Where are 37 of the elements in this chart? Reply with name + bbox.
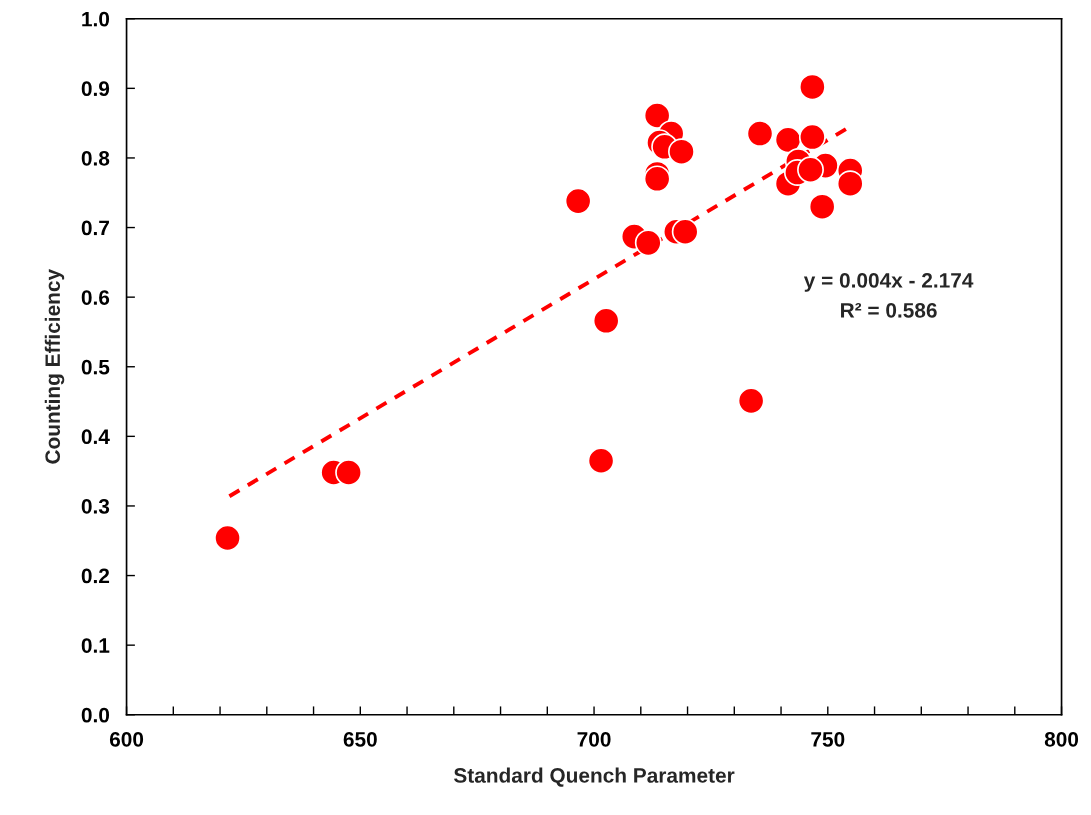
point	[836, 170, 864, 198]
x-axis-title: Standard Quench Parameter	[453, 767, 735, 787]
point	[564, 187, 592, 215]
y-tick-label: 0.4	[81, 429, 110, 445]
point	[774, 126, 802, 154]
point	[643, 165, 671, 193]
point	[737, 387, 765, 415]
point	[214, 524, 241, 552]
y-tick-label: 0.2	[81, 568, 110, 584]
point	[746, 120, 774, 148]
x-tick-label: 800	[1044, 731, 1079, 747]
point	[671, 218, 699, 246]
x-tick-label: 700	[577, 731, 611, 747]
annotation: y = 0.004x - 2.174 R² = 0.586	[803, 272, 974, 318]
x-tick-label: 650	[343, 731, 377, 747]
point	[797, 156, 824, 184]
point	[592, 307, 620, 335]
point	[668, 138, 695, 166]
point	[808, 193, 836, 221]
point	[798, 123, 826, 151]
x-tick-label: 600	[109, 731, 144, 747]
y-tick-label: 0.8	[81, 150, 110, 166]
y-tick-label: 0.5	[81, 359, 110, 375]
y-tick-label: 0.1	[81, 638, 110, 653]
point	[798, 73, 826, 101]
y-tick-label: 0.0	[81, 707, 110, 723]
y-tick-label: 0.9	[81, 81, 110, 97]
y-axis-title: Counting Efficiency	[44, 269, 65, 464]
y-tick-label: 0.6	[81, 290, 110, 305]
y-tick-label: 0.7	[81, 220, 109, 236]
y-tick-label: 0.3	[81, 498, 110, 514]
point	[587, 447, 615, 475]
point	[643, 102, 671, 129]
y-tick-label: 1.0	[82, 11, 110, 27]
point	[335, 459, 363, 486]
point	[634, 229, 662, 257]
x-tick-label: 750	[811, 731, 845, 747]
